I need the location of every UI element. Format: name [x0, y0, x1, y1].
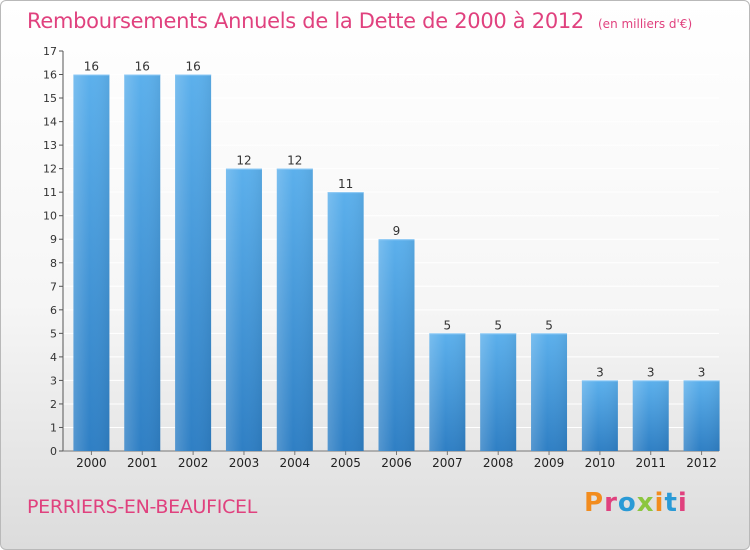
- bar-shine: [378, 239, 415, 451]
- bar-shine: [73, 74, 110, 451]
- y-tick-label: 17: [43, 45, 57, 58]
- x-tick-label: 2006: [381, 456, 412, 470]
- bar-value-label: 9: [393, 224, 401, 238]
- y-tick-label: 12: [43, 163, 57, 176]
- bar-2000[interactable]: 16: [73, 60, 110, 451]
- bar-shine: [632, 380, 669, 451]
- bar-value-label: 12: [287, 154, 302, 168]
- y-tick-label: 4: [50, 351, 57, 364]
- bar-2010[interactable]: 3: [581, 365, 618, 451]
- x-tick-label: 2003: [229, 456, 260, 470]
- bar-shine: [531, 333, 568, 451]
- x-axis-labels: 2000 2001 2002 2003 2004 2005 2006 2007 2008 2009…: [76, 451, 717, 470]
- bar-2003[interactable]: 12: [225, 154, 262, 451]
- bar-shine: [124, 74, 161, 451]
- bar-value-label: 16: [185, 60, 200, 74]
- y-tick-label: 16: [43, 69, 57, 82]
- bar-value-label: 12: [236, 154, 251, 168]
- bar-shine: [480, 333, 517, 451]
- bar-value-label: 3: [698, 365, 706, 379]
- bar-2006[interactable]: 9: [378, 224, 415, 451]
- bar-2005[interactable]: 11: [327, 177, 364, 452]
- y-tick-label: 1: [50, 421, 57, 434]
- bar-shine: [175, 74, 212, 451]
- logo-letter: o: [617, 488, 637, 518]
- proxiti-logo[interactable]: Proxiti: [584, 488, 688, 518]
- y-tick-label: 15: [43, 92, 57, 105]
- bar-2007[interactable]: 5: [429, 318, 466, 451]
- logo-letter: r: [604, 488, 618, 518]
- title-line: Remboursements Annuels de la Dette de 20…: [27, 9, 692, 33]
- logo-letter: i: [654, 488, 665, 518]
- y-tick-label: 11: [43, 186, 57, 199]
- logo-letter: x: [636, 488, 655, 518]
- municipality-name: PERRIERS-EN-BEAUFICEL: [27, 496, 258, 518]
- x-tick-label: 2004: [280, 456, 311, 470]
- y-tick-label: 14: [43, 116, 57, 129]
- bar-2004[interactable]: 12: [276, 154, 313, 451]
- x-tick-label: 2009: [534, 456, 565, 470]
- bar-shine: [683, 380, 720, 451]
- chart-title: Remboursements Annuels de la Dette de 20…: [27, 9, 584, 33]
- y-tick-label: 7: [50, 280, 57, 293]
- bar-shine: [225, 168, 262, 451]
- bar-value-label: 3: [596, 365, 604, 379]
- bar-value-label: 16: [84, 60, 99, 74]
- bar-2012[interactable]: 3: [683, 365, 720, 451]
- unit-note: (en milliers d'€): [598, 17, 693, 31]
- y-tick-label: 8: [50, 257, 57, 270]
- bar-2011[interactable]: 3: [632, 365, 669, 451]
- x-tick-label: 2012: [686, 456, 717, 470]
- bar-value-label: 5: [545, 318, 553, 332]
- y-tick-label: 9: [50, 233, 57, 246]
- bar-value-label: 16: [135, 60, 150, 74]
- x-tick-label: 2010: [585, 456, 616, 470]
- x-tick-label: 2007: [432, 456, 463, 470]
- y-tick-label: 6: [50, 304, 57, 317]
- bar-value-label: 5: [444, 318, 452, 332]
- bar-2002[interactable]: 16: [175, 60, 212, 451]
- x-tick-label: 2000: [76, 456, 107, 470]
- y-tick-label: 10: [43, 210, 57, 223]
- x-tick-label: 2005: [330, 456, 361, 470]
- x-tick-label: 2008: [483, 456, 514, 470]
- x-tick-label: 2002: [178, 456, 209, 470]
- x-tick-label: 2001: [127, 456, 158, 470]
- bar-shine: [276, 168, 313, 451]
- y-tick-label: 5: [50, 327, 57, 340]
- y-tick-label: 0: [50, 445, 57, 458]
- x-tick-label: 2011: [635, 456, 666, 470]
- logo-letter: t: [664, 488, 678, 518]
- y-tick-label: 13: [43, 139, 57, 152]
- bar-value-label: 5: [494, 318, 502, 332]
- bar-shine: [327, 192, 364, 452]
- bar-2009[interactable]: 5: [531, 318, 568, 451]
- logo-letter: P: [584, 488, 605, 518]
- bar-2008[interactable]: 5: [480, 318, 517, 451]
- y-tick-label: 3: [50, 374, 57, 387]
- y-tick-label: 2: [50, 398, 57, 411]
- bar-2001[interactable]: 16: [124, 60, 161, 451]
- bars: 16 16 16 12 12 11 9 5 5 5 3 3 3: [73, 60, 720, 452]
- bar-shine: [581, 380, 618, 451]
- bar-shine: [429, 333, 466, 451]
- bar-value-label: 3: [647, 365, 655, 379]
- bar-value-label: 11: [338, 177, 353, 191]
- logo-letter: i: [677, 488, 688, 518]
